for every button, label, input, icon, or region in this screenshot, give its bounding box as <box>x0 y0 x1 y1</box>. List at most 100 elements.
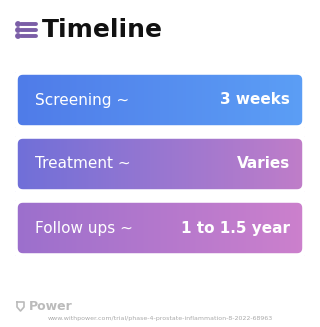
Bar <box>127 72 128 128</box>
Bar <box>67 200 69 256</box>
Bar <box>57 72 59 128</box>
Bar <box>272 72 273 128</box>
Bar <box>180 136 182 192</box>
Bar <box>304 72 305 128</box>
Bar <box>69 72 70 128</box>
Bar <box>264 200 266 256</box>
Bar <box>190 136 192 192</box>
Bar <box>60 72 61 128</box>
Bar <box>211 72 212 128</box>
Bar <box>119 136 121 192</box>
Bar <box>240 72 241 128</box>
Bar <box>22 136 24 192</box>
Bar <box>158 72 160 128</box>
Bar <box>248 136 250 192</box>
Bar <box>134 136 135 192</box>
Bar <box>29 72 31 128</box>
Bar <box>164 200 166 256</box>
Bar <box>61 200 63 256</box>
Bar <box>233 136 234 192</box>
Bar <box>95 72 96 128</box>
Bar <box>208 200 209 256</box>
Bar <box>276 200 277 256</box>
Bar <box>264 136 266 192</box>
Bar <box>19 200 21 256</box>
Bar <box>201 136 202 192</box>
Bar <box>186 200 188 256</box>
Bar <box>54 72 56 128</box>
Bar <box>56 72 57 128</box>
Bar <box>291 72 292 128</box>
Bar <box>296 72 298 128</box>
Bar <box>270 200 272 256</box>
Bar <box>130 136 131 192</box>
Bar <box>77 200 79 256</box>
Bar <box>111 72 112 128</box>
Bar <box>134 72 135 128</box>
Bar <box>116 136 118 192</box>
Bar <box>291 200 292 256</box>
Bar <box>134 200 135 256</box>
Bar <box>21 200 22 256</box>
Bar <box>44 136 45 192</box>
Bar <box>61 72 63 128</box>
Bar <box>192 136 193 192</box>
Bar <box>118 72 119 128</box>
Bar <box>63 200 64 256</box>
Bar <box>79 72 80 128</box>
Bar <box>82 72 83 128</box>
Bar <box>166 200 167 256</box>
Bar <box>279 136 280 192</box>
Bar <box>160 200 162 256</box>
Bar <box>238 72 240 128</box>
Bar <box>114 72 115 128</box>
Bar <box>32 136 34 192</box>
Bar <box>247 136 248 192</box>
Bar <box>92 72 93 128</box>
Bar <box>298 72 299 128</box>
Bar <box>217 72 218 128</box>
Bar <box>302 200 304 256</box>
Bar <box>115 200 116 256</box>
Bar <box>38 200 40 256</box>
Bar <box>267 200 269 256</box>
Bar <box>230 136 231 192</box>
Bar <box>143 200 144 256</box>
Bar <box>220 136 221 192</box>
Bar <box>244 136 245 192</box>
Bar <box>179 136 180 192</box>
Bar <box>295 200 296 256</box>
Text: Treatment ~: Treatment ~ <box>35 157 131 171</box>
Bar <box>188 200 189 256</box>
Bar <box>238 200 240 256</box>
Bar <box>25 200 27 256</box>
Bar <box>27 72 28 128</box>
Bar <box>243 136 244 192</box>
Bar <box>37 200 38 256</box>
Bar <box>106 200 108 256</box>
Bar <box>193 72 195 128</box>
Bar <box>254 200 256 256</box>
Bar <box>32 200 34 256</box>
Bar <box>261 136 263 192</box>
Bar <box>270 72 272 128</box>
Bar <box>172 72 173 128</box>
Bar <box>25 72 27 128</box>
Bar <box>80 136 82 192</box>
Bar <box>27 136 28 192</box>
Bar <box>224 72 225 128</box>
Bar <box>84 72 86 128</box>
Bar <box>127 136 128 192</box>
Bar <box>240 136 241 192</box>
Bar <box>222 136 224 192</box>
Bar <box>144 72 146 128</box>
Bar <box>174 200 176 256</box>
Bar <box>304 136 305 192</box>
Bar <box>99 200 100 256</box>
Bar <box>244 200 245 256</box>
Bar <box>199 72 201 128</box>
Bar <box>106 136 108 192</box>
Bar <box>47 136 48 192</box>
Bar <box>84 136 86 192</box>
Bar <box>272 200 273 256</box>
